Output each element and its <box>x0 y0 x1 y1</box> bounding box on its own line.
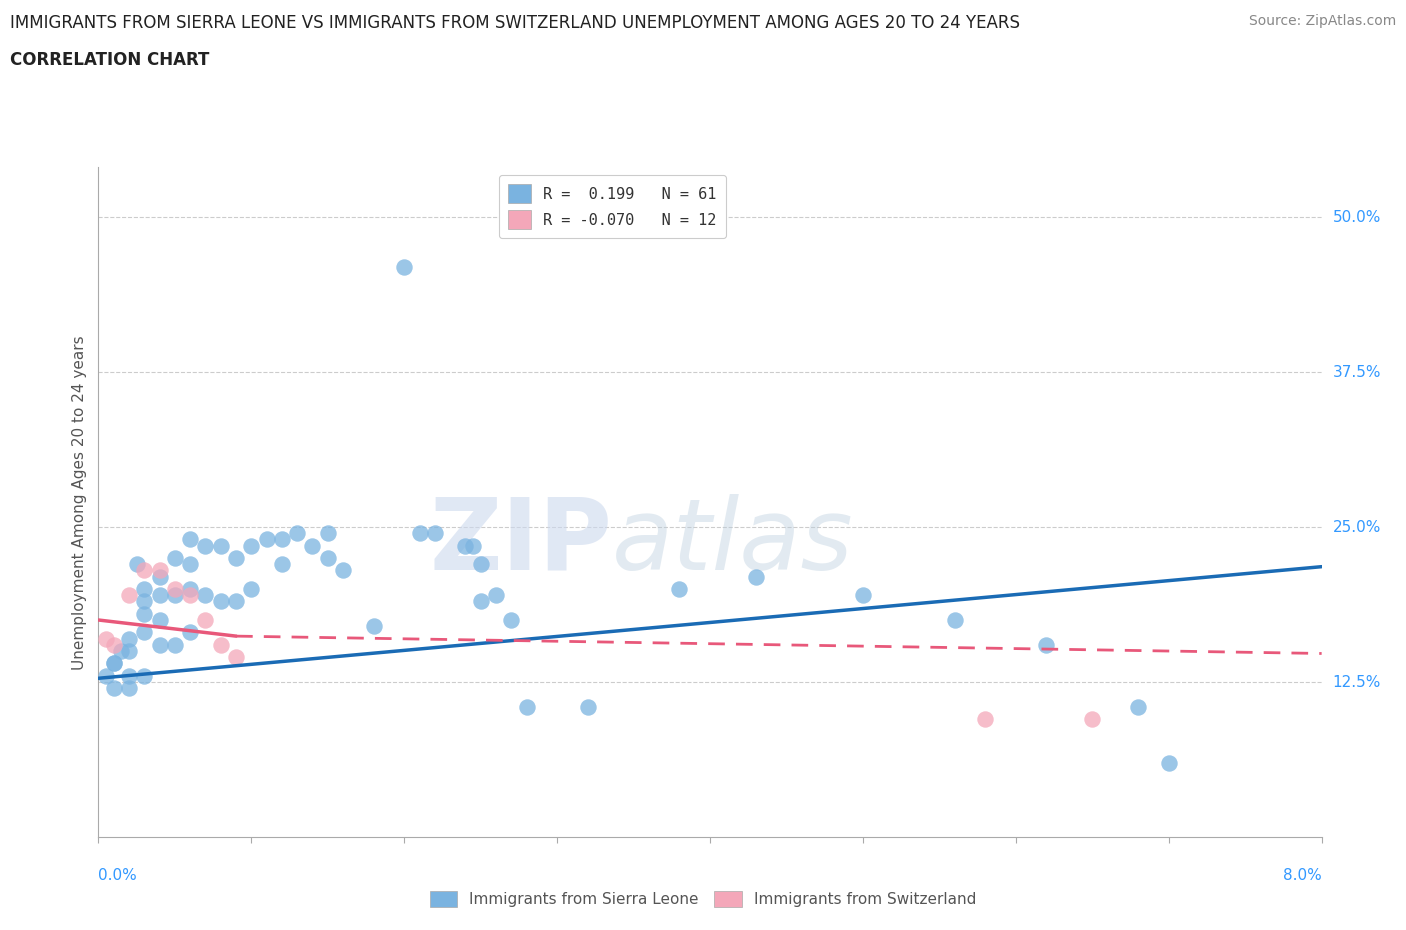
Point <box>134 563 156 578</box>
Point <box>668 581 690 596</box>
Point <box>225 594 247 609</box>
Point <box>134 625 156 640</box>
Point <box>118 644 141 658</box>
Point <box>179 625 201 640</box>
Point <box>179 532 201 547</box>
Text: CORRELATION CHART: CORRELATION CHART <box>10 51 209 69</box>
Point <box>209 538 232 553</box>
Point <box>408 525 430 540</box>
Point <box>576 699 599 714</box>
Point <box>149 613 172 628</box>
Point <box>94 631 117 646</box>
Point <box>134 594 156 609</box>
Point <box>209 594 232 609</box>
Point <box>363 618 385 633</box>
Point <box>470 594 492 609</box>
Point <box>332 563 354 578</box>
Point <box>1128 699 1150 714</box>
Text: ZIP: ZIP <box>429 494 612 591</box>
Point <box>163 588 186 603</box>
Point <box>149 569 172 584</box>
Point <box>745 569 768 584</box>
Point <box>270 532 294 547</box>
Point <box>103 656 125 671</box>
Point <box>118 669 141 684</box>
Point <box>163 551 186 565</box>
Point <box>179 588 201 603</box>
Point <box>125 557 148 572</box>
Point <box>501 613 523 628</box>
Point <box>103 681 125 696</box>
Point <box>270 557 294 572</box>
Point <box>423 525 446 540</box>
Point <box>134 581 156 596</box>
Point <box>103 656 125 671</box>
Point <box>240 581 263 596</box>
Point <box>392 259 416 274</box>
Point <box>149 637 172 652</box>
Point <box>974 711 997 726</box>
Text: 25.0%: 25.0% <box>1333 520 1381 535</box>
Point <box>149 588 172 603</box>
Point <box>316 551 339 565</box>
Text: 12.5%: 12.5% <box>1333 674 1381 689</box>
Point <box>454 538 477 553</box>
Point <box>943 613 966 628</box>
Point <box>301 538 323 553</box>
Text: 0.0%: 0.0% <box>98 868 138 883</box>
Point <box>316 525 339 540</box>
Point <box>149 563 172 578</box>
Point <box>485 588 508 603</box>
Point <box>194 538 217 553</box>
Point <box>1035 637 1057 652</box>
Point <box>179 581 201 596</box>
Text: atlas: atlas <box>612 494 853 591</box>
Point <box>225 650 247 665</box>
Point <box>94 669 117 684</box>
Point <box>110 644 132 658</box>
Point <box>103 637 125 652</box>
Point <box>1081 711 1104 726</box>
Point <box>209 637 232 652</box>
Point <box>179 557 201 572</box>
Point <box>134 669 156 684</box>
Point <box>163 637 186 652</box>
Y-axis label: Unemployment Among Ages 20 to 24 years: Unemployment Among Ages 20 to 24 years <box>72 335 87 670</box>
Point <box>118 681 141 696</box>
Point <box>134 606 156 621</box>
Point <box>163 581 186 596</box>
Point <box>1157 755 1180 770</box>
Point <box>194 588 217 603</box>
Text: 8.0%: 8.0% <box>1282 868 1322 883</box>
Point <box>118 631 141 646</box>
Legend: Immigrants from Sierra Leone, Immigrants from Switzerland: Immigrants from Sierra Leone, Immigrants… <box>423 884 983 913</box>
Point <box>118 588 141 603</box>
Point <box>516 699 538 714</box>
Point <box>285 525 308 540</box>
Point <box>470 557 492 572</box>
Text: IMMIGRANTS FROM SIERRA LEONE VS IMMIGRANTS FROM SWITZERLAND UNEMPLOYMENT AMONG A: IMMIGRANTS FROM SIERRA LEONE VS IMMIGRAN… <box>10 14 1019 32</box>
Point <box>240 538 263 553</box>
Legend: R =  0.199   N = 61, R = -0.070   N = 12: R = 0.199 N = 61, R = -0.070 N = 12 <box>499 175 725 238</box>
Point <box>256 532 278 547</box>
Point <box>225 551 247 565</box>
Text: 50.0%: 50.0% <box>1333 209 1381 224</box>
Point <box>852 588 875 603</box>
Point <box>461 538 484 553</box>
Text: Source: ZipAtlas.com: Source: ZipAtlas.com <box>1249 14 1396 28</box>
Text: 37.5%: 37.5% <box>1333 365 1381 379</box>
Point <box>194 613 217 628</box>
